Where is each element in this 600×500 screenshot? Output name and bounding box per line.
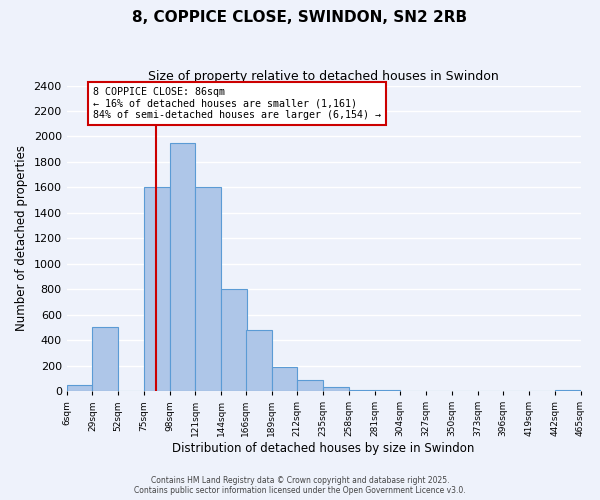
Bar xyxy=(272,367,297,391)
Bar xyxy=(221,289,247,391)
Bar xyxy=(246,330,272,391)
Title: Size of property relative to detached houses in Swindon: Size of property relative to detached ho… xyxy=(148,70,499,83)
Bar xyxy=(349,390,374,391)
X-axis label: Distribution of detached houses by size in Swindon: Distribution of detached houses by size … xyxy=(172,442,475,455)
Text: Contains HM Land Registry data © Crown copyright and database right 2025.
Contai: Contains HM Land Registry data © Crown c… xyxy=(134,476,466,495)
Y-axis label: Number of detached properties: Number of detached properties xyxy=(15,146,28,332)
Bar xyxy=(323,387,349,391)
Text: 8, COPPICE CLOSE, SWINDON, SN2 2RB: 8, COPPICE CLOSE, SWINDON, SN2 2RB xyxy=(133,10,467,25)
Bar xyxy=(374,390,400,391)
Bar xyxy=(170,143,196,391)
Bar xyxy=(67,384,92,391)
Text: 8 COPPICE CLOSE: 86sqm
← 16% of detached houses are smaller (1,161)
84% of semi-: 8 COPPICE CLOSE: 86sqm ← 16% of detached… xyxy=(93,87,381,120)
Bar xyxy=(144,188,170,391)
Bar xyxy=(555,390,581,391)
Bar xyxy=(196,188,221,391)
Bar xyxy=(297,380,323,391)
Bar xyxy=(92,328,118,391)
